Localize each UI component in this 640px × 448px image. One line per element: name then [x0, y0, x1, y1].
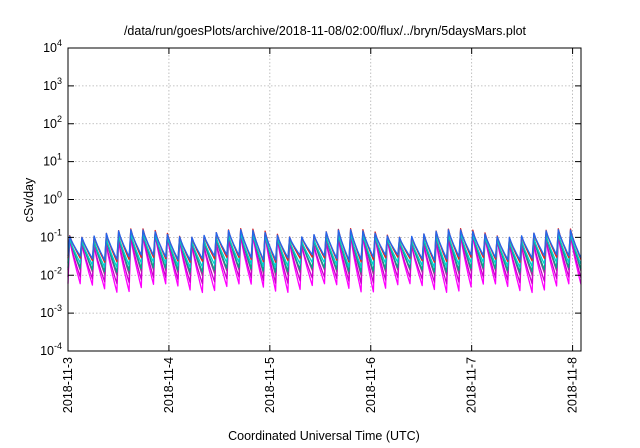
y-tick-label: 10-4 [40, 341, 62, 358]
series-line [67, 231, 582, 276]
y-tick-label: 101 [43, 152, 62, 169]
y-tick-label: 100 [43, 190, 62, 207]
y-tick-label: 10-2 [40, 265, 62, 282]
y-axis: 10-4 10-3 10-2 10-1 100 101 102 103 104 [40, 38, 581, 358]
series-line [67, 227, 582, 263]
y-tick-label: 104 [43, 38, 62, 55]
x-axis-label: Coordinated Universal Time (UTC) [228, 429, 420, 443]
x-tick-label: 2018-11-5 [263, 357, 277, 413]
chart-title: /data/run/goesPlots/archive/2018-11-08/0… [124, 24, 527, 38]
y-tick-label: 10-3 [40, 303, 62, 320]
y-tick-label: 102 [43, 114, 62, 131]
y-tick-label: 10-1 [40, 227, 62, 244]
series-line [67, 233, 582, 285]
y-tick-label: 103 [43, 76, 62, 93]
y-axis-label: cSv/day [22, 177, 36, 222]
x-tick-label: 2018-11-7 [465, 357, 479, 413]
x-tick-label: 2018-11-3 [61, 357, 75, 413]
series-line [67, 232, 582, 269]
x-tick-label: 2018-11-6 [364, 357, 378, 413]
series-group [67, 227, 582, 294]
x-tick-label: 2018-11-4 [162, 357, 176, 413]
x-axis: 2018-11-3 2018-11-4 2018-11-5 2018-11-6 2018… [61, 48, 580, 413]
series-line [67, 231, 582, 273]
grid [68, 48, 581, 351]
series-line [67, 233, 582, 294]
series-line [67, 228, 582, 261]
x-tick-label: 2018-11-8 [566, 357, 580, 413]
